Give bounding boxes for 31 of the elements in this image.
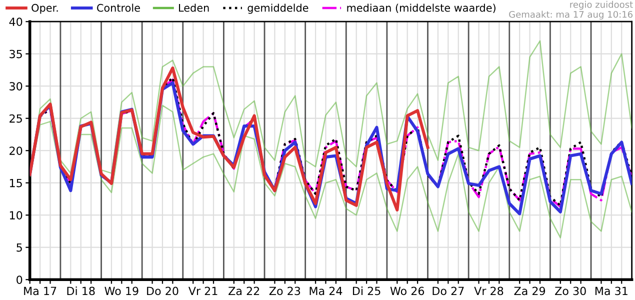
legend-label: Leden: [179, 4, 209, 12]
x-tick-label: Ma 31: [595, 286, 628, 296]
legend-label: mediaan (middelste waarde): [347, 4, 496, 13]
text: Gemaakt: ma 17 aug 10:16: [509, 10, 633, 20]
y-tick-label: 25: [10, 114, 22, 123]
x-tick-label: Wo 26: [390, 286, 424, 296]
x-tick-label: Za 22: [228, 286, 260, 296]
y-tick-label: 30: [10, 82, 22, 90]
x-tick-label: Zo 23: [269, 286, 300, 296]
legend-label: Oper.: [32, 4, 58, 14]
x-tick-label: Vr 21: [188, 286, 218, 295]
y-tick-label: 0: [16, 276, 22, 284]
x-tick-label: Di 18: [67, 286, 95, 296]
y-tick-label: 20: [10, 146, 22, 155]
y-tick-label: 10: [10, 211, 22, 220]
legend-label: gemiddelde: [248, 4, 308, 14]
x-tick-label: Vr 28: [474, 286, 504, 296]
y-tick-label: 40: [9, 18, 22, 26]
x-tick-label: Zo 30: [555, 286, 586, 296]
x-tick-label: Ma 17: [24, 286, 56, 296]
y-tick-label: 5: [16, 243, 22, 252]
x-tick-label: Do 20: [147, 286, 178, 296]
y-tick-label: 35: [10, 50, 22, 58]
x-tick-label: Wo 19: [104, 286, 138, 296]
x-tick-label: Ma 24: [310, 286, 342, 296]
x-tick-label: Di 25: [352, 286, 380, 296]
text: regio zuidoost: [570, 0, 633, 10]
y-tick-label: 15: [10, 178, 22, 188]
x-tick-label: Do 27: [432, 286, 464, 296]
legend-label: Controle: [97, 4, 140, 12]
x-tick-label: Za 29: [514, 286, 546, 296]
